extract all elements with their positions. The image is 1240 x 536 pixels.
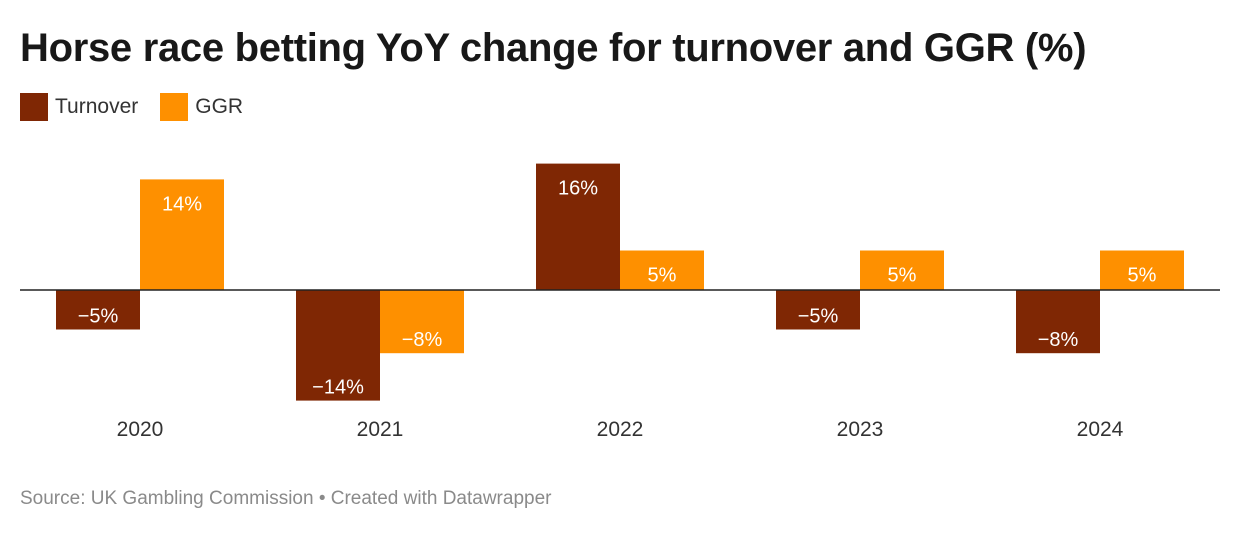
bar-turnover-2022 bbox=[536, 163, 620, 290]
x-tick-label-2020: 2020 bbox=[117, 418, 164, 441]
bar-ggr-2023 bbox=[860, 250, 944, 290]
x-tick-label-2024: 2024 bbox=[1077, 418, 1124, 441]
x-tick-label-2023: 2023 bbox=[837, 418, 884, 441]
legend-item-ggr: GGR bbox=[160, 93, 243, 121]
data-label-turnover-2024: −8% bbox=[1038, 329, 1079, 351]
data-label-turnover-2023: −5% bbox=[798, 306, 839, 328]
bar-turnover-2020 bbox=[56, 290, 140, 330]
bar-chart: 2020 2021 2022 2023 2024−5%14%−14%−8%16%5%−5… bbox=[20, 163, 1220, 441]
data-label-ggr-2022: 5% bbox=[648, 265, 677, 287]
legend-label-ggr: GGR bbox=[195, 95, 244, 118]
bar-ggr-2024 bbox=[1100, 250, 1184, 290]
data-label-turnover-2022: 16% bbox=[558, 178, 598, 200]
bar-ggr-2021 bbox=[380, 290, 464, 354]
bar-turnover-2024 bbox=[1016, 290, 1100, 354]
bar-ggr-2020 bbox=[140, 179, 224, 290]
chart-title: Horse race betting YoY change for turnov… bbox=[20, 26, 1087, 70]
data-label-ggr-2021: −8% bbox=[402, 329, 443, 351]
legend-swatch-turnover bbox=[20, 93, 48, 121]
bar-turnover-2021 bbox=[296, 290, 380, 401]
legend-item-turnover: Turnover bbox=[20, 93, 138, 121]
bar-turnover-2023 bbox=[776, 290, 860, 330]
data-label-ggr-2023: 5% bbox=[888, 265, 917, 287]
source-note: Source: UK Gambling Commission • Created… bbox=[20, 488, 552, 509]
data-labels-group: −5% 14% −14% −8% 16% 5% −5% 5% −8% 5% bbox=[78, 178, 1157, 399]
legend: Turnover GGR bbox=[20, 92, 265, 122]
data-label-ggr-2020: 14% bbox=[162, 193, 202, 215]
x-tick-label-2022: 2022 bbox=[597, 418, 644, 441]
data-label-turnover-2021: −14% bbox=[312, 377, 364, 399]
legend-label-turnover: Turnover bbox=[55, 95, 139, 118]
x-tick-label-2021: 2021 bbox=[357, 418, 404, 441]
bars-group bbox=[56, 163, 1184, 401]
data-label-turnover-2020: −5% bbox=[78, 306, 119, 328]
bar-ggr-2022 bbox=[620, 250, 704, 290]
data-label-ggr-2024: 5% bbox=[1128, 265, 1157, 287]
legend-swatch-ggr bbox=[160, 93, 189, 121]
